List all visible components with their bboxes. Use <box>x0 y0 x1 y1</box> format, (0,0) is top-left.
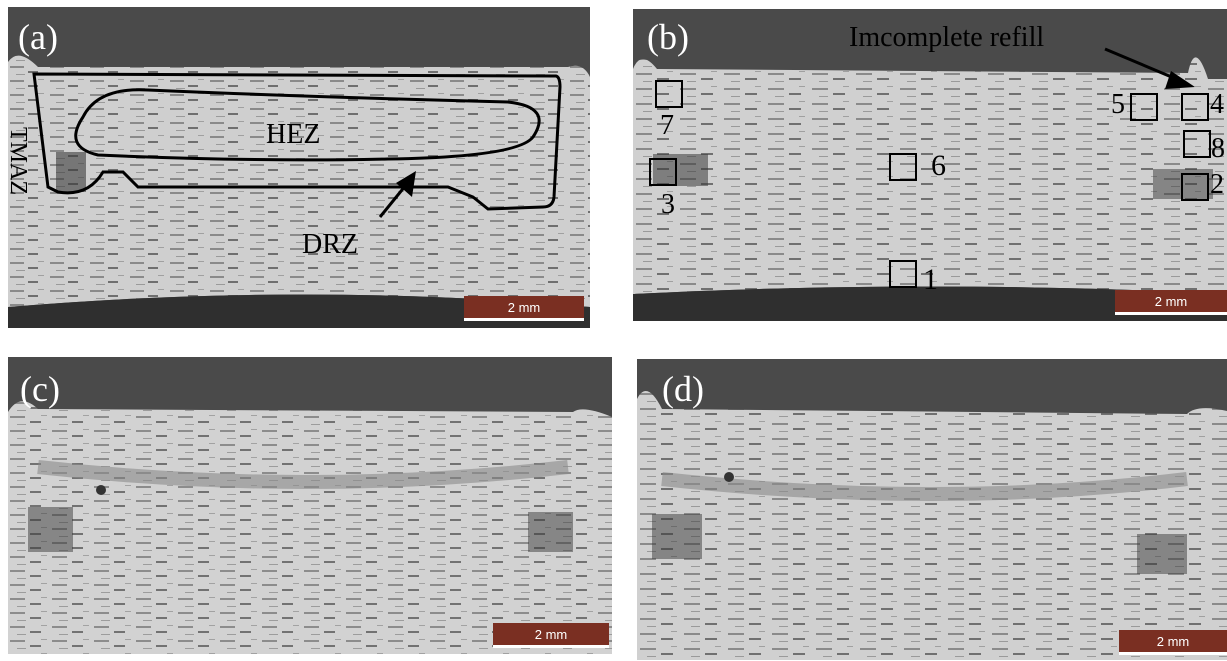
marker-label-7: 7 <box>660 110 674 141</box>
panel-label: (a) <box>18 17 58 57</box>
panel-b: (b) Imcomplete refill 7 3 6 1 5 4 8 2 2 … <box>633 9 1227 321</box>
region-marker-5 <box>1130 93 1158 121</box>
marker-label-5: 5 <box>1111 89 1125 120</box>
micrograph-a <box>8 7 590 328</box>
region-marker-2 <box>1181 173 1209 201</box>
hez-outline <box>74 88 541 162</box>
micrograph-b <box>633 9 1227 321</box>
region-marker-8 <box>1183 130 1211 158</box>
micrograph-c <box>8 357 612 654</box>
panel-label: (b) <box>647 17 689 57</box>
panel-c: (c) 2 mm <box>8 357 612 654</box>
tmaz-outline <box>32 72 562 211</box>
refill-arrow <box>1104 47 1195 89</box>
scale-bar: 2 mm <box>464 296 584 321</box>
scale-bar: 2 mm <box>1119 630 1227 655</box>
region-marker-7 <box>655 80 683 108</box>
hez-label: HEZ <box>266 119 321 150</box>
zone-outlines <box>32 72 562 218</box>
region-marker-3 <box>649 158 677 186</box>
panel-a: (a) TMAZ HEZ DRZ 2 mm <box>8 7 590 328</box>
marker-label-4: 4 <box>1210 89 1224 120</box>
drz-label: DRZ <box>302 229 358 260</box>
marker-label-3: 3 <box>661 189 675 220</box>
marker-label-8: 8 <box>1211 133 1225 164</box>
tmaz-label: TMAZ <box>8 127 31 195</box>
incomplete-refill-label: Imcomplete refill <box>849 22 1045 53</box>
panel-label: (c) <box>20 369 60 409</box>
panel-d: (d) 2 mm <box>637 359 1227 660</box>
region-marker-6 <box>889 153 917 181</box>
scale-bar: 2 mm <box>1115 290 1227 315</box>
region-marker-4 <box>1181 93 1209 121</box>
drz-arrow <box>396 171 416 197</box>
marker-label-6: 6 <box>931 149 946 182</box>
region-marker-1 <box>889 260 917 288</box>
scale-bar: 2 mm <box>493 623 609 648</box>
marker-label-1: 1 <box>923 263 938 296</box>
marker-label-2: 2 <box>1210 169 1224 200</box>
panel-label: (d) <box>662 369 704 409</box>
micrograph-d <box>637 359 1227 660</box>
